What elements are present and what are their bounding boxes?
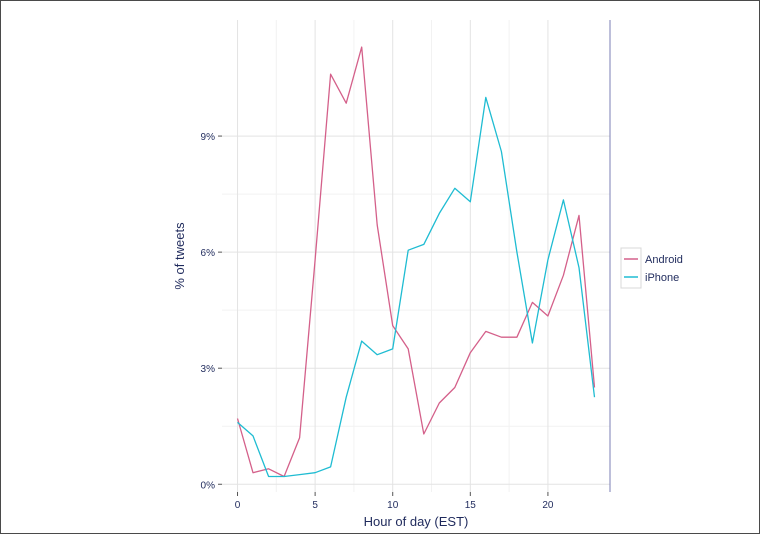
y-tick-label: 0% — [201, 480, 216, 491]
x-axis-ticks: 0 5 10 15 20 — [235, 492, 554, 511]
grid — [222, 20, 610, 492]
x-axis-title: Hour of day (EST) — [364, 514, 469, 529]
series-line-android — [236, 46, 596, 478]
y-tick-label: 3% — [201, 364, 216, 375]
x-tick-label: 5 — [312, 500, 318, 511]
x-tick-label: 10 — [387, 500, 399, 511]
legend-label: iPhone — [645, 272, 679, 284]
series-group — [236, 46, 596, 478]
x-tick-label: 20 — [542, 500, 554, 511]
y-axis-ticks: 0% 3% 6% 9% — [201, 132, 222, 491]
legend-label: Android — [645, 254, 683, 266]
x-tick-label: 15 — [465, 500, 477, 511]
legend-key-box — [620, 247, 642, 289]
x-tick-label: 0 — [235, 500, 241, 511]
y-axis-title: % of tweets — [172, 222, 187, 290]
y-tick-label: 9% — [201, 132, 216, 143]
series-line-iphone — [237, 96, 596, 478]
legend: Android iPhone — [620, 247, 683, 289]
y-tick-label: 6% — [201, 248, 216, 259]
